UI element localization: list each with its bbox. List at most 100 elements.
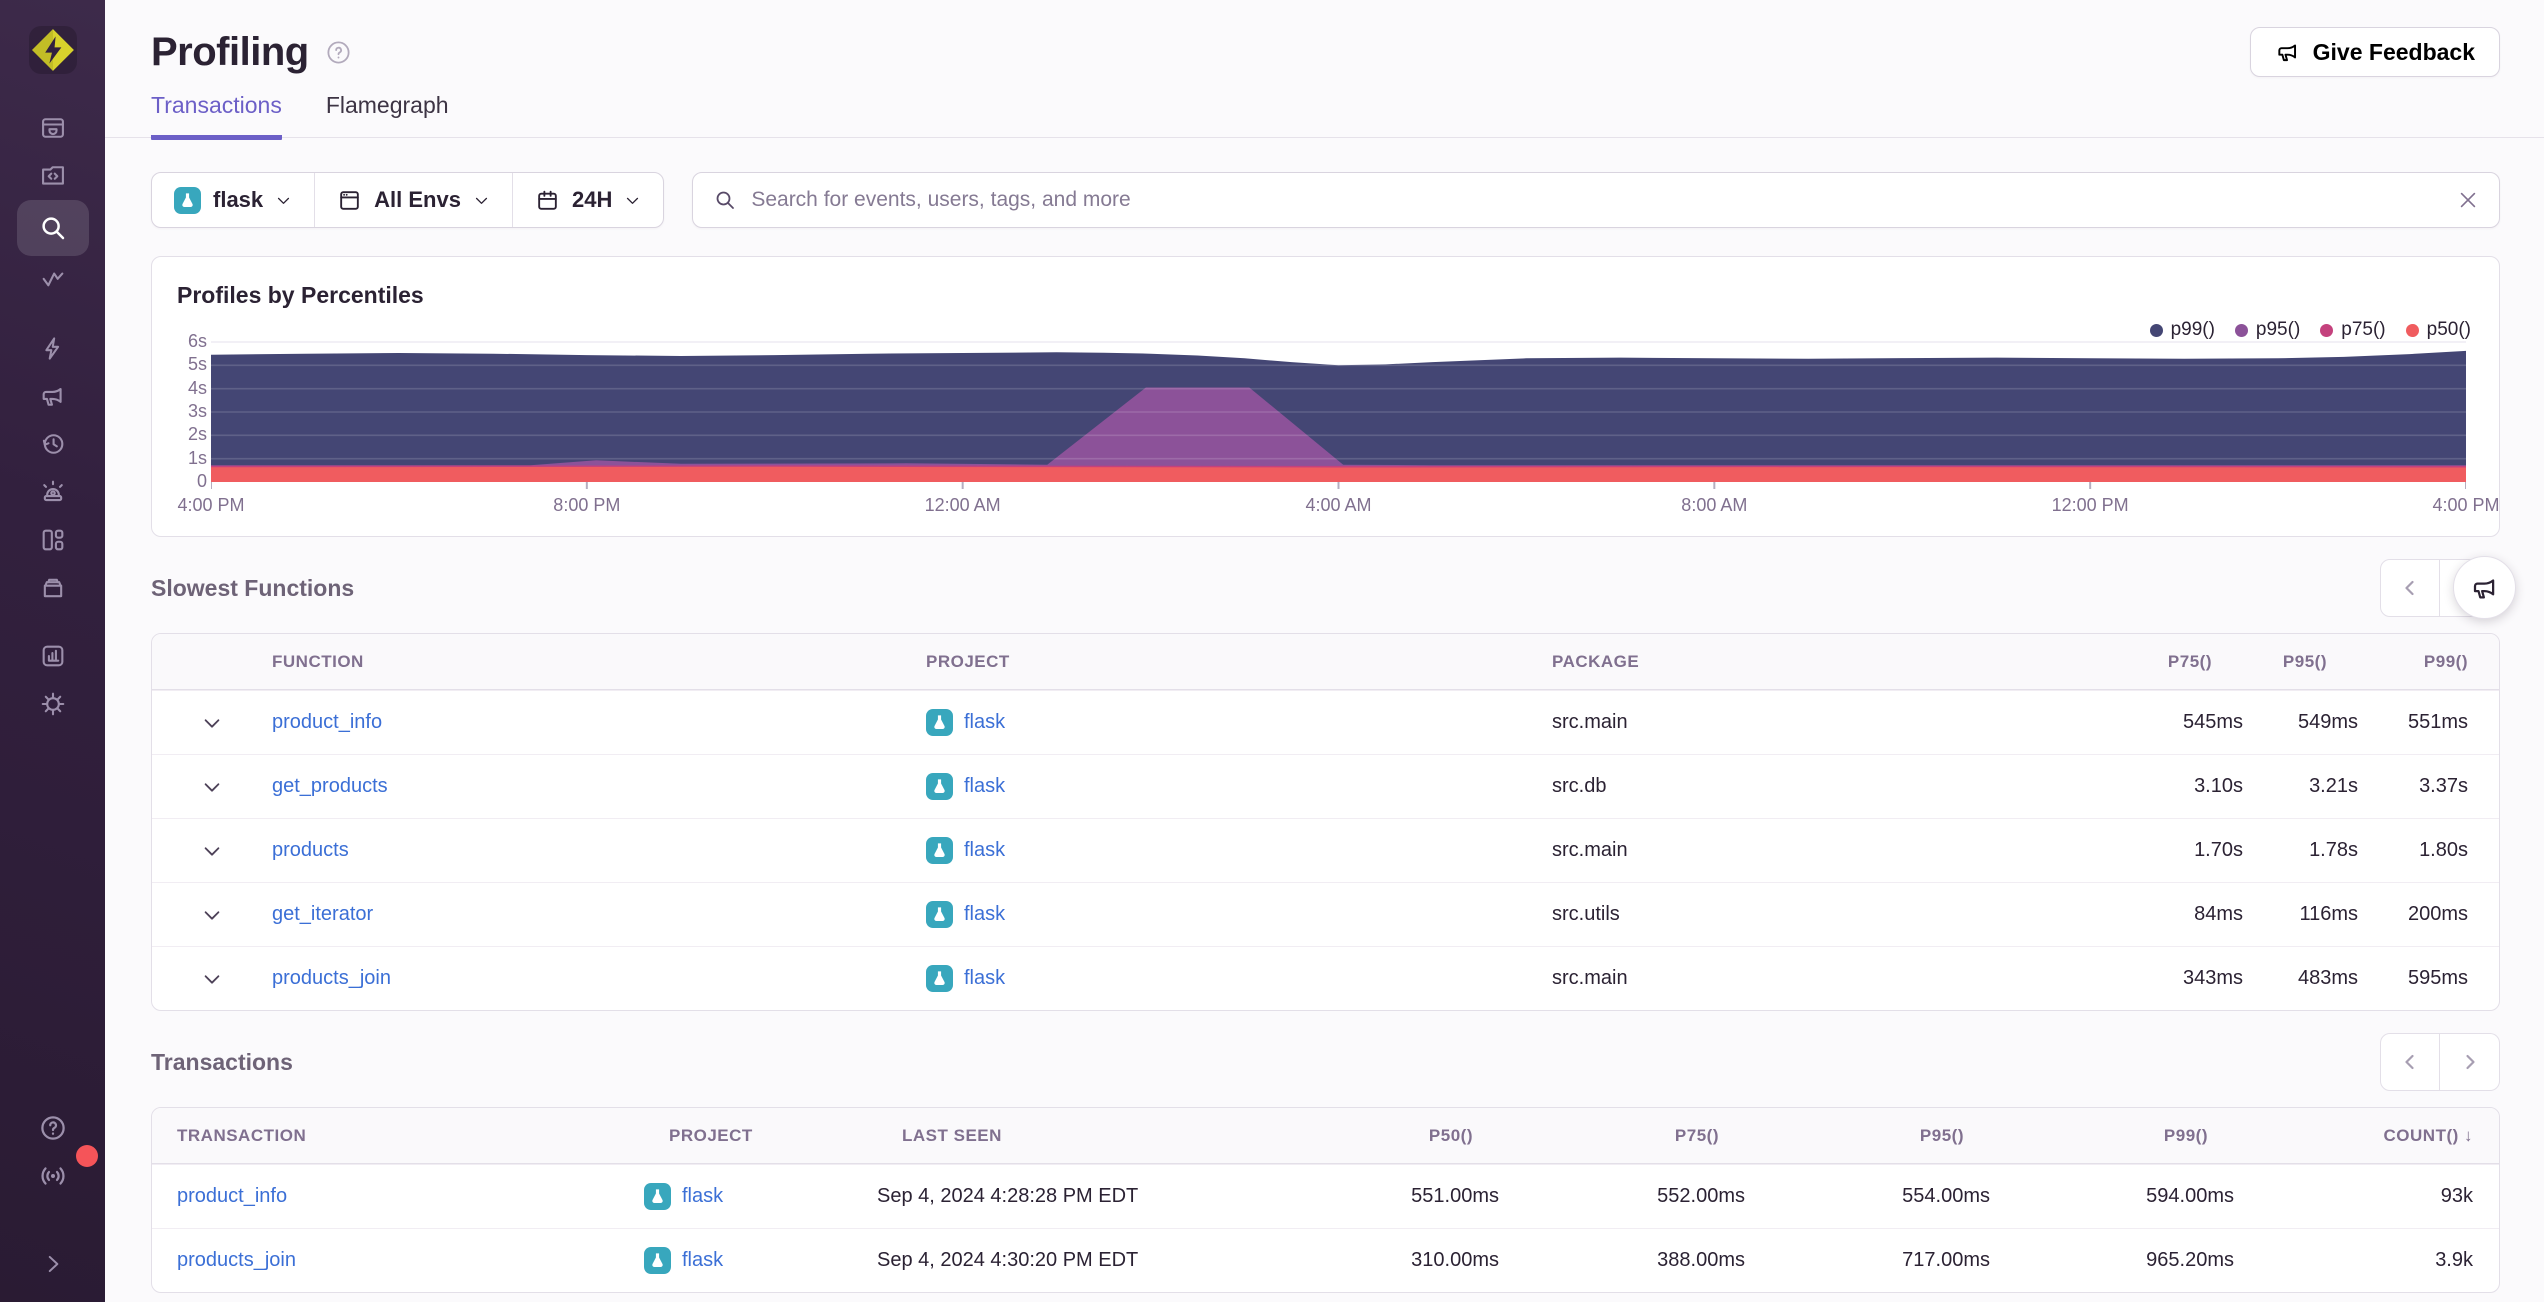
clear-search-icon[interactable] bbox=[2457, 189, 2479, 211]
function-link[interactable]: products bbox=[272, 839, 349, 861]
function-link[interactable]: products_join bbox=[272, 967, 391, 989]
alerts-icon[interactable] bbox=[17, 468, 89, 516]
p99-cell: 595ms bbox=[2407, 967, 2468, 989]
count-cell: 3.9k bbox=[2435, 1249, 2473, 1271]
give-feedback-button[interactable]: Give Feedback bbox=[2249, 27, 2500, 77]
column-header[interactable]: P75() bbox=[2167, 651, 2212, 671]
dashboards-icon[interactable] bbox=[17, 516, 89, 564]
column-header[interactable]: P95() bbox=[2282, 651, 2327, 671]
table-row: get_products flask src.db 3.10s 3.21s 3.… bbox=[152, 754, 2499, 818]
user-feedback-icon[interactable] bbox=[17, 372, 89, 420]
percentiles-chart bbox=[211, 337, 2466, 489]
transactions-pager bbox=[2380, 1033, 2500, 1091]
traces-icon[interactable] bbox=[17, 256, 89, 304]
project-link[interactable]: flask bbox=[964, 711, 1006, 733]
tab-bar: Transactions Flamegraph bbox=[105, 92, 2544, 140]
tab-transactions[interactable]: Transactions bbox=[151, 92, 282, 140]
project-link[interactable]: flask bbox=[964, 967, 1006, 989]
next-page-button[interactable] bbox=[2440, 1033, 2500, 1091]
x-tick-label: 4:00 PM bbox=[177, 495, 245, 515]
date-range-filter[interactable]: 24H bbox=[511, 173, 663, 227]
column-header[interactable]: P99() bbox=[2423, 651, 2468, 671]
column-header[interactable]: Package bbox=[1552, 651, 1640, 671]
projects-icon[interactable] bbox=[17, 152, 89, 200]
expand-row-chevron-icon[interactable] bbox=[152, 712, 272, 734]
flask-project-icon bbox=[644, 1247, 671, 1274]
column-header[interactable]: Last Seen bbox=[902, 1125, 1002, 1145]
table-row: products_join flask src.main 343ms 483ms… bbox=[152, 946, 2499, 1010]
function-link[interactable]: product_info bbox=[272, 711, 383, 733]
project-link[interactable]: flask bbox=[964, 903, 1006, 925]
date-range-label: 24H bbox=[571, 187, 613, 212]
y-axis: 6s 5s 4s 3s 2s 1s 0 bbox=[152, 330, 207, 493]
project-link[interactable]: flask bbox=[964, 839, 1006, 861]
table-row: get_iterator flask src.utils 84ms 116ms … bbox=[152, 882, 2499, 946]
expand-row-chevron-icon[interactable] bbox=[152, 840, 272, 862]
x-axis: 4:00 PM 8:00 PM 12:00 AM 4:00 AM 8:00 AM 12:0… bbox=[177, 495, 2499, 521]
function-link[interactable]: get_iterator bbox=[272, 903, 374, 925]
prev-page-button[interactable] bbox=[2380, 559, 2440, 617]
chevron-down-icon bbox=[475, 197, 488, 204]
collapse-icon[interactable] bbox=[17, 1240, 89, 1288]
sentry-logo[interactable] bbox=[29, 26, 77, 74]
y-tick-label: 6s bbox=[187, 331, 207, 352]
project-link[interactable]: flask bbox=[682, 1249, 724, 1271]
explore-search-icon[interactable] bbox=[16, 200, 89, 256]
chevron-down-icon bbox=[627, 197, 639, 204]
expand-row-chevron-icon[interactable] bbox=[152, 904, 272, 926]
p75-cell: 3.10s bbox=[2194, 775, 2243, 797]
legend-item[interactable]: p99() bbox=[2149, 319, 2215, 341]
last-seen-cell: Sep 4, 2024 4:30:20 PM EDT bbox=[877, 1249, 1139, 1271]
settings-icon[interactable] bbox=[17, 680, 89, 728]
column-header[interactable]: Count() ↓ bbox=[2383, 1125, 2473, 1145]
column-header[interactable]: P99() bbox=[2163, 1125, 2208, 1145]
transactions-title: Transactions bbox=[151, 1048, 293, 1075]
tab-flamegraph[interactable]: Flamegraph bbox=[325, 92, 449, 118]
column-header[interactable]: Project bbox=[669, 1125, 753, 1145]
column-header[interactable]: P75() bbox=[1674, 1125, 1719, 1145]
project-link[interactable]: flask bbox=[964, 775, 1006, 797]
stats-icon[interactable] bbox=[17, 632, 89, 680]
p75-cell: 552.00ms bbox=[1657, 1185, 1745, 1207]
environment-filter[interactable]: All Envs bbox=[314, 173, 512, 227]
expand-row-chevron-icon[interactable] bbox=[152, 968, 272, 990]
prev-page-button[interactable] bbox=[2380, 1033, 2440, 1091]
replays-icon[interactable] bbox=[17, 420, 89, 468]
package-cell: src.main bbox=[1552, 967, 1628, 989]
releases-icon[interactable] bbox=[17, 564, 89, 612]
transaction-link[interactable]: product_info bbox=[177, 1185, 288, 1207]
x-tick-label: 4:00 AM bbox=[1305, 495, 1372, 515]
main-content: Profiling Give Feedback Transactions Fla… bbox=[105, 0, 2544, 1302]
column-header[interactable]: P95() bbox=[1919, 1125, 1964, 1145]
function-link[interactable]: get_products bbox=[272, 775, 388, 797]
search-input[interactable] bbox=[751, 188, 2443, 212]
expand-row-chevron-icon[interactable] bbox=[152, 776, 272, 798]
column-header[interactable]: Transaction bbox=[177, 1125, 307, 1145]
issues-icon[interactable] bbox=[17, 104, 89, 152]
x-tick-label: 8:00 PM bbox=[553, 495, 621, 515]
flask-project-icon bbox=[926, 965, 953, 992]
chart-legend: p99() p95() p75() p50() bbox=[2149, 319, 2471, 341]
p50-cell: 310.00ms bbox=[1411, 1249, 1499, 1271]
whats-new-icon[interactable] bbox=[17, 1145, 98, 1200]
floating-feedback-button[interactable] bbox=[2453, 556, 2516, 619]
column-header[interactable]: Project bbox=[926, 651, 1010, 671]
search-bar bbox=[692, 172, 2500, 228]
package-cell: src.utils bbox=[1552, 903, 1620, 925]
title-help-icon[interactable] bbox=[325, 39, 352, 66]
help-icon[interactable] bbox=[17, 1104, 89, 1152]
column-header[interactable]: P50() bbox=[1428, 1125, 1473, 1145]
project-filter[interactable]: flask bbox=[152, 173, 314, 227]
legend-dot bbox=[2320, 323, 2334, 337]
legend-item[interactable]: p50() bbox=[2405, 319, 2471, 341]
project-link[interactable]: flask bbox=[682, 1185, 724, 1207]
quickstart-icon[interactable] bbox=[17, 324, 89, 372]
package-cell: src.db bbox=[1552, 775, 1607, 797]
table-row: product_info flask src.main 545ms 549ms … bbox=[152, 690, 2499, 754]
p95-cell: 717.00ms bbox=[1902, 1249, 1990, 1271]
legend-item[interactable]: p75() bbox=[2320, 319, 2386, 341]
legend-item[interactable]: p95() bbox=[2234, 319, 2300, 341]
transaction-link[interactable]: products_join bbox=[177, 1249, 296, 1271]
column-header[interactable]: Function bbox=[272, 651, 364, 671]
legend-dot bbox=[2234, 323, 2248, 337]
